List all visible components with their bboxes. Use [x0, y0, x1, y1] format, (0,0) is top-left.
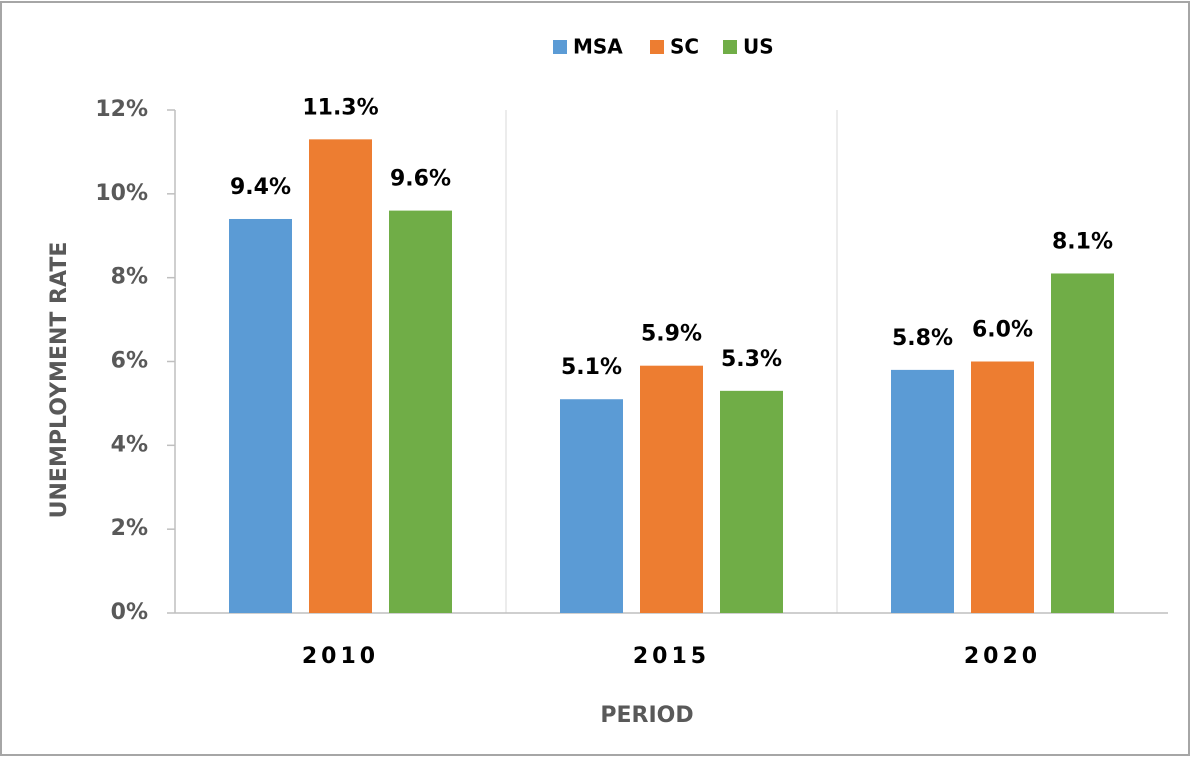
- y-tick-label: 8%: [111, 265, 148, 290]
- data-label: 8.1%: [1052, 229, 1113, 254]
- data-label: 5.3%: [721, 347, 782, 372]
- legend-label: SC: [670, 35, 699, 59]
- x-tick-label: 2020: [964, 644, 1041, 669]
- y-tick-label: 10%: [95, 181, 148, 206]
- bar: [1051, 273, 1114, 613]
- bar: [229, 218, 292, 613]
- y-tick-label: 4%: [111, 432, 148, 457]
- y-tick-label: 2%: [111, 516, 148, 541]
- y-tick-label: 6%: [111, 349, 148, 374]
- legend-swatch: [553, 40, 567, 54]
- bar: [389, 210, 452, 613]
- data-label: 9.4%: [230, 175, 291, 200]
- data-label: 9.6%: [390, 167, 451, 192]
- x-tick-label: 2010: [302, 644, 379, 669]
- data-label: 5.9%: [641, 322, 702, 347]
- bar: [309, 139, 372, 613]
- legend-label: US: [743, 35, 774, 59]
- data-label: 5.1%: [561, 355, 622, 380]
- data-label: 6.0%: [972, 318, 1033, 343]
- x-tick-label: 2015: [633, 644, 710, 669]
- y-axis-label: UNEMPLOYMENT RATE: [47, 242, 72, 519]
- legend-swatch: [650, 40, 664, 54]
- data-label: 5.8%: [892, 326, 953, 351]
- bar: [971, 361, 1034, 613]
- data-label: 11.3%: [302, 95, 378, 120]
- y-tick-label: 12%: [95, 97, 148, 122]
- x-axis-label: PERIOD: [600, 703, 693, 728]
- bar: [720, 390, 783, 613]
- bar: [640, 365, 703, 613]
- legend-label: MSA: [573, 35, 623, 59]
- bar: [560, 399, 623, 613]
- legend-swatch: [723, 40, 737, 54]
- bar: [891, 369, 954, 613]
- y-tick-label: 0%: [111, 600, 148, 625]
